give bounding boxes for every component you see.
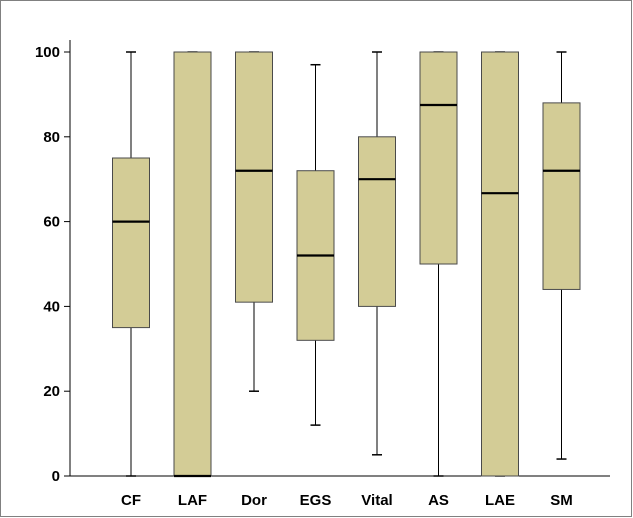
y-tick-label: 80 — [43, 129, 60, 146]
x-category-label: Dor — [241, 492, 267, 509]
box-group-laf — [174, 52, 211, 476]
y-tick-label: 100 — [35, 44, 60, 61]
x-category-label: CF — [121, 492, 141, 509]
x-category-label: LAF — [178, 492, 207, 509]
box-iqr — [482, 52, 519, 476]
x-category-label: EGS — [300, 492, 332, 509]
x-category-label: LAE — [485, 492, 515, 509]
y-tick-label: 40 — [43, 298, 60, 315]
box-iqr — [236, 52, 273, 302]
x-category-label: SM — [550, 492, 573, 509]
box-iqr — [174, 52, 211, 476]
x-category-label: Vital — [361, 492, 392, 509]
box-group-lae — [482, 52, 519, 476]
box-iqr — [543, 103, 580, 290]
box-iqr — [420, 52, 457, 264]
y-tick-label: 20 — [43, 383, 60, 400]
y-tick-label: 0 — [52, 468, 60, 485]
box-iqr — [113, 158, 150, 328]
box-iqr — [359, 137, 396, 307]
y-tick-label: 60 — [43, 214, 60, 231]
x-category-label: AS — [428, 492, 449, 509]
